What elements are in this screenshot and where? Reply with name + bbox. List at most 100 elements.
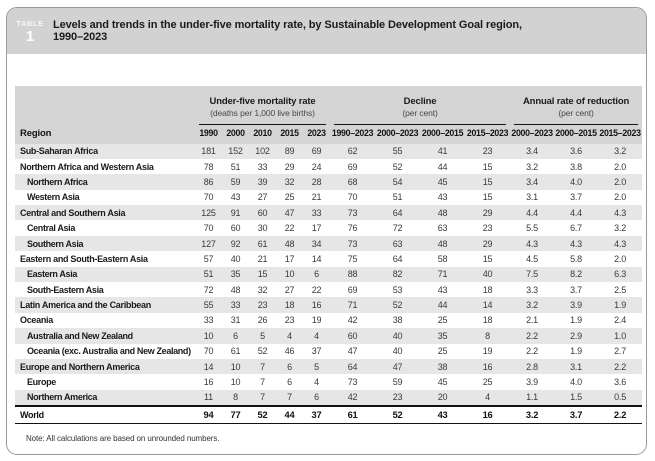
value-cell: 10 — [230, 377, 241, 388]
value-cell: 15 — [482, 161, 493, 172]
value-cell: 5.8 — [570, 253, 582, 264]
value-cell: 72 — [392, 223, 403, 234]
table-row: Northern Africa and Western Asia 78 51 33 29… — [15, 159, 642, 174]
region-cell: Oceania — [20, 315, 53, 326]
region-cell: Northern Africa and Western Asia — [20, 161, 154, 172]
value-cell: 23 — [482, 223, 493, 234]
value-cell: 89 — [276, 143, 303, 159]
value-cell: 60 — [230, 223, 241, 234]
value-cell: 75 — [347, 253, 358, 264]
value-cell: 4.4 — [510, 205, 555, 221]
value-cell: 18 — [482, 284, 493, 295]
table-header: Under-five mortality rate (deaths per 1,… — [15, 86, 643, 144]
value-cell: 64 — [330, 358, 376, 375]
column-header-year: 2015 — [276, 124, 303, 144]
value-cell: 6.3 — [598, 266, 643, 283]
region-cell: Eastern Asia — [15, 266, 195, 283]
value-cell: 46 — [284, 346, 295, 357]
value-cell: 51 — [230, 161, 241, 172]
value-cell: 4.3 — [598, 205, 643, 221]
value-cell: 60 — [249, 205, 276, 221]
value-cell: 3.8 — [570, 161, 582, 172]
value-cell: 35 — [420, 328, 466, 344]
column-header-period: 2000–2015 — [554, 124, 599, 144]
value-cell: 77 — [222, 405, 249, 424]
header-corner — [15, 86, 195, 125]
value-cell: 27 — [257, 192, 268, 203]
region-cell: Northern Africa — [15, 174, 195, 190]
column-header-period: 2000–2023 — [510, 124, 555, 144]
column-header-period: 2000–2015 — [420, 124, 466, 144]
value-cell: 6 — [276, 358, 303, 375]
value-cell: 3.2 — [614, 223, 627, 234]
value-cell: 1.9 — [570, 315, 582, 326]
table-row: Northern Africa 86 59 39 32 28 68 54 45 15 3.4 4.0 2… — [15, 174, 643, 190]
value-cell: 4 — [276, 328, 303, 344]
value-cell: 10 — [222, 358, 249, 375]
region-cell: Sub-Saharan Africa — [15, 143, 195, 159]
value-cell: 2.9 — [554, 328, 599, 344]
value-cell: 82 — [375, 266, 421, 283]
value-cell: 3.2 — [510, 297, 555, 313]
value-cell: 21 — [257, 253, 268, 264]
value-cell: 78 — [203, 161, 214, 172]
table-row-world: World 94 77 52 44 37 61 52 43 16 3.2 3.7 2.2 — [15, 405, 643, 424]
value-cell: 20 — [420, 389, 466, 407]
value-cell: 40 — [230, 253, 241, 264]
value-cell: 1.1 — [510, 389, 555, 407]
value-cell: 2.2 — [598, 358, 643, 375]
value-cell: 6.7 — [570, 223, 582, 234]
value-cell: 4.3 — [554, 235, 599, 252]
value-cell: 2.2 — [526, 346, 538, 357]
value-cell: 17 — [311, 223, 322, 234]
group-rule — [334, 123, 507, 125]
column-header-period: 1990–2023 — [330, 124, 376, 144]
group-title-decline: Decline — [403, 96, 437, 107]
column-header-year: 1990 — [195, 124, 222, 144]
value-cell: 7 — [276, 389, 303, 407]
value-cell: 52 — [257, 346, 268, 357]
value-cell: 22 — [311, 284, 322, 295]
table-title-line1: Levels and trends in the under-five mort… — [53, 18, 522, 31]
value-cell: 4.0 — [554, 174, 599, 190]
value-cell: 63 — [437, 223, 448, 234]
value-cell: 125 — [195, 205, 222, 221]
value-cell: 38 — [392, 315, 403, 326]
table-row: Europe and Northern America 14 10 7 6 5 64 47 38… — [15, 358, 643, 375]
table-title: Levels and trends in the under-five mort… — [53, 19, 552, 44]
value-cell: 70 — [203, 223, 214, 234]
value-cell: 59 — [392, 377, 403, 388]
table-row: Australia and New Zealand 10 6 5 4 4 60 40 35 8 2.… — [15, 328, 643, 344]
value-cell: 21 — [311, 192, 322, 203]
value-cell: 6 — [303, 389, 331, 407]
value-cell: 3.1 — [526, 192, 538, 203]
value-cell: 71 — [420, 266, 466, 283]
value-cell: 35 — [222, 266, 249, 283]
table-title-bar: TABLE 1 Levels and trends in the under-f… — [7, 8, 646, 54]
table-row: Latin America and the Caribbean 55 33 23 18 1… — [15, 297, 643, 313]
value-cell: 29 — [465, 205, 511, 221]
value-cell: 15 — [482, 192, 493, 203]
table-row: Sub-Saharan Africa 181 152 102 89 69 62 55 41 23 3… — [15, 143, 643, 159]
value-cell: 4.5 — [526, 253, 538, 264]
group-header-decline: Decline (per cent) — [330, 86, 511, 125]
group-subtitle-arr: (per cent) — [558, 107, 594, 118]
value-cell: 48 — [276, 235, 303, 252]
value-cell: 52 — [249, 405, 276, 424]
value-cell: 70 — [347, 192, 358, 203]
value-cell: 72 — [203, 284, 214, 295]
value-cell: 24 — [311, 161, 322, 172]
group-subtitle-decline: (per cent) — [402, 107, 438, 118]
value-cell: 61 — [230, 346, 241, 357]
value-cell: 3.9 — [554, 297, 599, 313]
value-cell: 6 — [222, 328, 249, 344]
value-cell: 23 — [249, 297, 276, 313]
value-cell: 69 — [347, 161, 358, 172]
value-cell: 48 — [230, 284, 241, 295]
table-row: Northern America 11 8 7 7 6 42 23 20 4 1.1 1.5 0.5 — [15, 389, 643, 407]
table-note: Note: All calculations are based on unro… — [26, 433, 220, 443]
group-header-arr: Annual rate of reduction (per cent) — [510, 86, 643, 125]
value-cell: 8 — [222, 389, 249, 407]
table-eyebrow: TABLE — [16, 19, 44, 29]
value-cell: 69 — [347, 284, 358, 295]
